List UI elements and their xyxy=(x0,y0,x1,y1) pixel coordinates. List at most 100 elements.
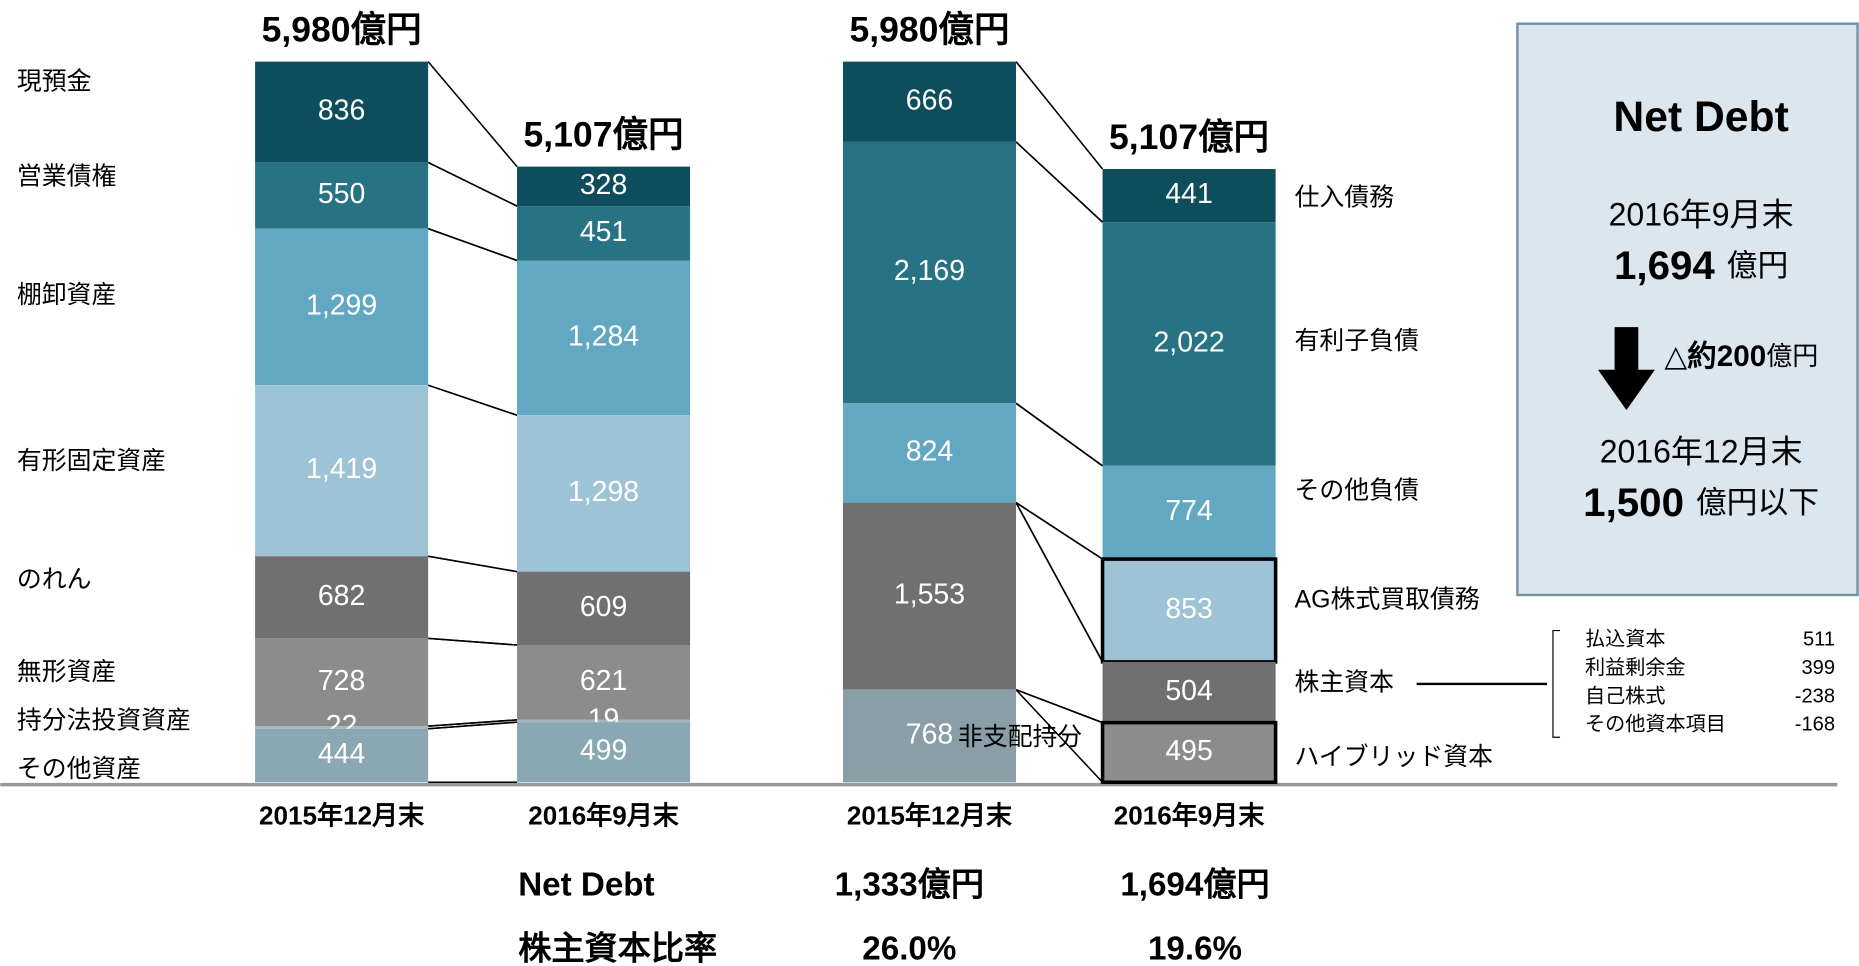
value-label: 728 xyxy=(318,665,365,697)
breakdown-value: 511 xyxy=(1803,628,1835,650)
series-label: 有形固定資産 xyxy=(17,447,166,475)
summary-label: 株主資本比率 xyxy=(518,930,717,966)
bar-segment xyxy=(517,260,691,416)
breakdown-label: 払込資本 xyxy=(1585,627,1666,650)
total-label: 5,107億円 xyxy=(1109,117,1269,157)
callout-to-date: 2016年12月末 xyxy=(1600,433,1803,469)
value-label: 853 xyxy=(1165,593,1212,625)
value-label: 504 xyxy=(1165,675,1212,707)
callout-from: 1,694 億円 xyxy=(1614,243,1788,288)
series-label: その他資産 xyxy=(17,755,141,783)
bar-segment xyxy=(255,638,429,727)
connector xyxy=(428,637,518,646)
series-label: 株主資本 xyxy=(1295,668,1394,696)
bar-segment xyxy=(517,415,691,572)
bar-segment xyxy=(1102,169,1276,223)
bar-segment xyxy=(1100,720,1278,785)
series-label: 持分法投資資産 xyxy=(17,706,191,734)
total-label: 5,980億円 xyxy=(262,9,422,49)
connector xyxy=(428,719,518,727)
value-label: 609 xyxy=(580,591,627,623)
value-label: 1,553 xyxy=(894,579,965,611)
value-label: 444 xyxy=(318,738,365,770)
bar-segment xyxy=(1102,465,1276,560)
callout-to-value: 1,500 xyxy=(1583,480,1684,525)
series-label: のれん xyxy=(17,565,92,593)
breakdown-value: -238 xyxy=(1795,685,1835,707)
bar-segment xyxy=(517,722,691,783)
value-label: 1,284 xyxy=(568,320,639,352)
series-label: 非支配持分 xyxy=(958,723,1082,751)
connector xyxy=(1015,689,1103,724)
summary-value: 1,333億円 xyxy=(835,866,984,903)
breakdown-label: 利益剰余金 xyxy=(1585,656,1686,679)
breakdown-label: 自己株式 xyxy=(1585,684,1666,707)
value-label: 2,022 xyxy=(1153,327,1224,359)
bar-segment xyxy=(255,228,429,386)
connector xyxy=(1015,689,1104,783)
series-label: 有利子負債 xyxy=(1295,327,1419,355)
callout-change: △約200億円 xyxy=(1664,340,1818,373)
connector xyxy=(1015,61,1104,170)
callout-from-unit: 億円 xyxy=(1727,248,1789,283)
total-label: 5,980億円 xyxy=(849,9,1009,49)
summary-value: 1,694億円 xyxy=(1120,866,1269,903)
category-label: 2016年9月末 xyxy=(1114,801,1266,831)
connector xyxy=(1015,502,1104,663)
connector xyxy=(1015,141,1104,223)
summary-value: 19.6% xyxy=(1148,930,1242,966)
callout-to: 1,500 億円以下 xyxy=(1583,480,1819,525)
bar-segment xyxy=(255,728,429,783)
category-label: 2016年9月末 xyxy=(528,801,680,831)
value-label: 1,419 xyxy=(306,453,377,485)
bar-segment xyxy=(1102,661,1276,723)
callout-change-value: △約200 xyxy=(1664,340,1766,373)
total-label: 5,107億円 xyxy=(524,114,684,154)
callout-from-date: 2016年9月末 xyxy=(1609,196,1794,232)
value-label: 836 xyxy=(318,95,365,127)
bar-segment xyxy=(517,719,691,723)
bar-segment xyxy=(517,645,691,720)
value-label: 682 xyxy=(318,580,365,612)
bar-segment xyxy=(1102,222,1276,466)
breakdown-value: -168 xyxy=(1795,714,1835,736)
value-label: 768 xyxy=(906,719,953,751)
value-label: 328 xyxy=(580,169,627,201)
bar-segment xyxy=(255,162,429,229)
breakdown-value: 399 xyxy=(1801,657,1835,679)
down-arrow xyxy=(1597,327,1655,411)
callout-to-unit: 億円以下 xyxy=(1696,485,1819,520)
series-label: 棚卸資産 xyxy=(17,281,117,309)
connector xyxy=(427,227,518,262)
value-label: 1,298 xyxy=(568,476,639,508)
value-label: 621 xyxy=(580,665,627,697)
value-label: 666 xyxy=(906,84,953,116)
bar-segment xyxy=(842,61,1017,142)
connector xyxy=(427,61,518,168)
breakdown-bracket xyxy=(1552,629,1561,738)
series-label: 仕入債務 xyxy=(1295,184,1395,212)
connector xyxy=(428,721,518,730)
bar-segment xyxy=(842,502,1017,690)
breakdown-label: その他資本項目 xyxy=(1585,713,1726,736)
callout-from-value: 1,694 xyxy=(1614,243,1715,288)
series-label: 現預金 xyxy=(17,68,92,96)
bar-segment xyxy=(517,206,691,261)
series-label: AG株式買取債務 xyxy=(1295,586,1480,614)
connector xyxy=(427,161,518,207)
bar-segment xyxy=(842,141,1017,404)
value-label: 824 xyxy=(906,435,953,467)
callout-change-unit: 億円 xyxy=(1766,341,1818,371)
bar-segment xyxy=(255,726,429,729)
category-label: 2015年12月末 xyxy=(259,801,425,831)
category-label: 2015年12月末 xyxy=(847,801,1013,831)
bar-segment xyxy=(842,689,1017,783)
series-label: 無形資産 xyxy=(17,658,117,686)
callout-title: Net Debt xyxy=(1613,93,1788,141)
value-label: 2,169 xyxy=(894,255,965,287)
callout-box xyxy=(1516,22,1859,597)
bar-segment xyxy=(255,556,429,639)
bar-segment xyxy=(517,166,691,207)
